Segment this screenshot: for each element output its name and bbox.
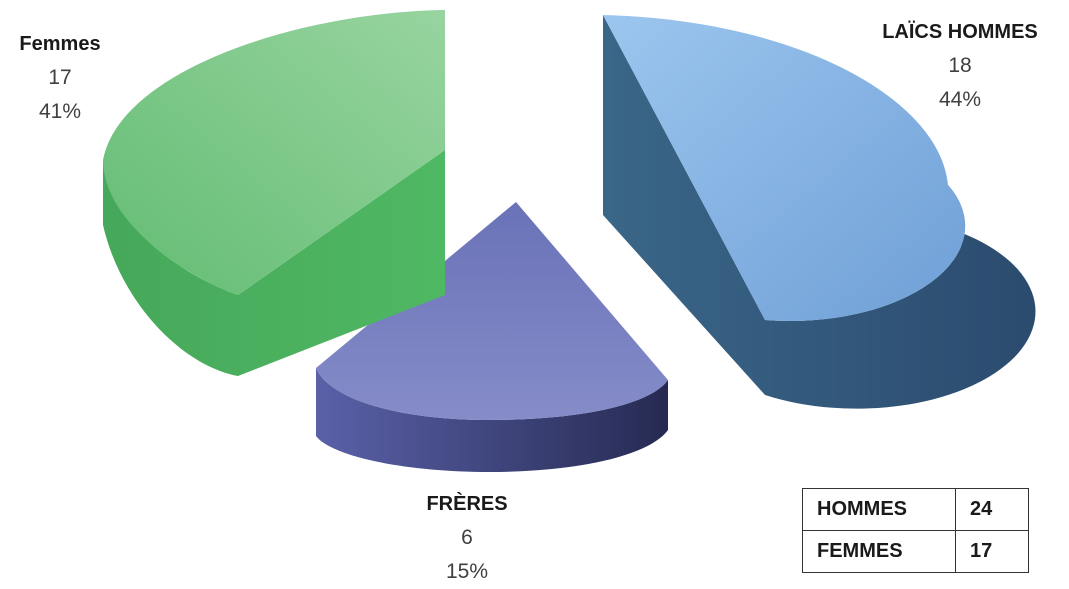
label-freres-value: 6: [461, 526, 473, 549]
label-laics-hommes-name: LAÏCS HOMMES: [882, 21, 1038, 43]
label-laics-hommes-value: 18: [948, 54, 972, 77]
label-freres: FRÈRES 6 15%: [387, 487, 547, 589]
table-row: HOMMES 24: [802, 488, 1029, 531]
table-row: FEMMES 17: [802, 530, 1029, 573]
label-femmes: Femmes 17 41%: [0, 27, 120, 129]
summary-table: HOMMES 24 FEMMES 17: [802, 488, 1029, 573]
label-freres-percent: 15%: [445, 560, 489, 583]
summary-value-femmes: 17: [955, 530, 1029, 573]
slice-freres: [316, 202, 668, 472]
label-laics-hommes-percent: 44%: [938, 88, 982, 111]
slice-femmes: [103, 10, 445, 376]
label-femmes-value: 17: [48, 66, 72, 89]
label-femmes-percent: 41%: [38, 100, 82, 123]
summary-label-hommes: HOMMES: [802, 488, 956, 531]
summary-label-femmes: FEMMES: [802, 530, 956, 573]
label-freres-name: FRÈRES: [426, 493, 508, 515]
label-femmes-name: Femmes: [19, 33, 101, 55]
label-laics-hommes: LAÏCS HOMMES 18 44%: [860, 15, 1060, 117]
summary-value-hommes: 24: [955, 488, 1029, 531]
slice-laics-hommes: [603, 15, 1036, 409]
